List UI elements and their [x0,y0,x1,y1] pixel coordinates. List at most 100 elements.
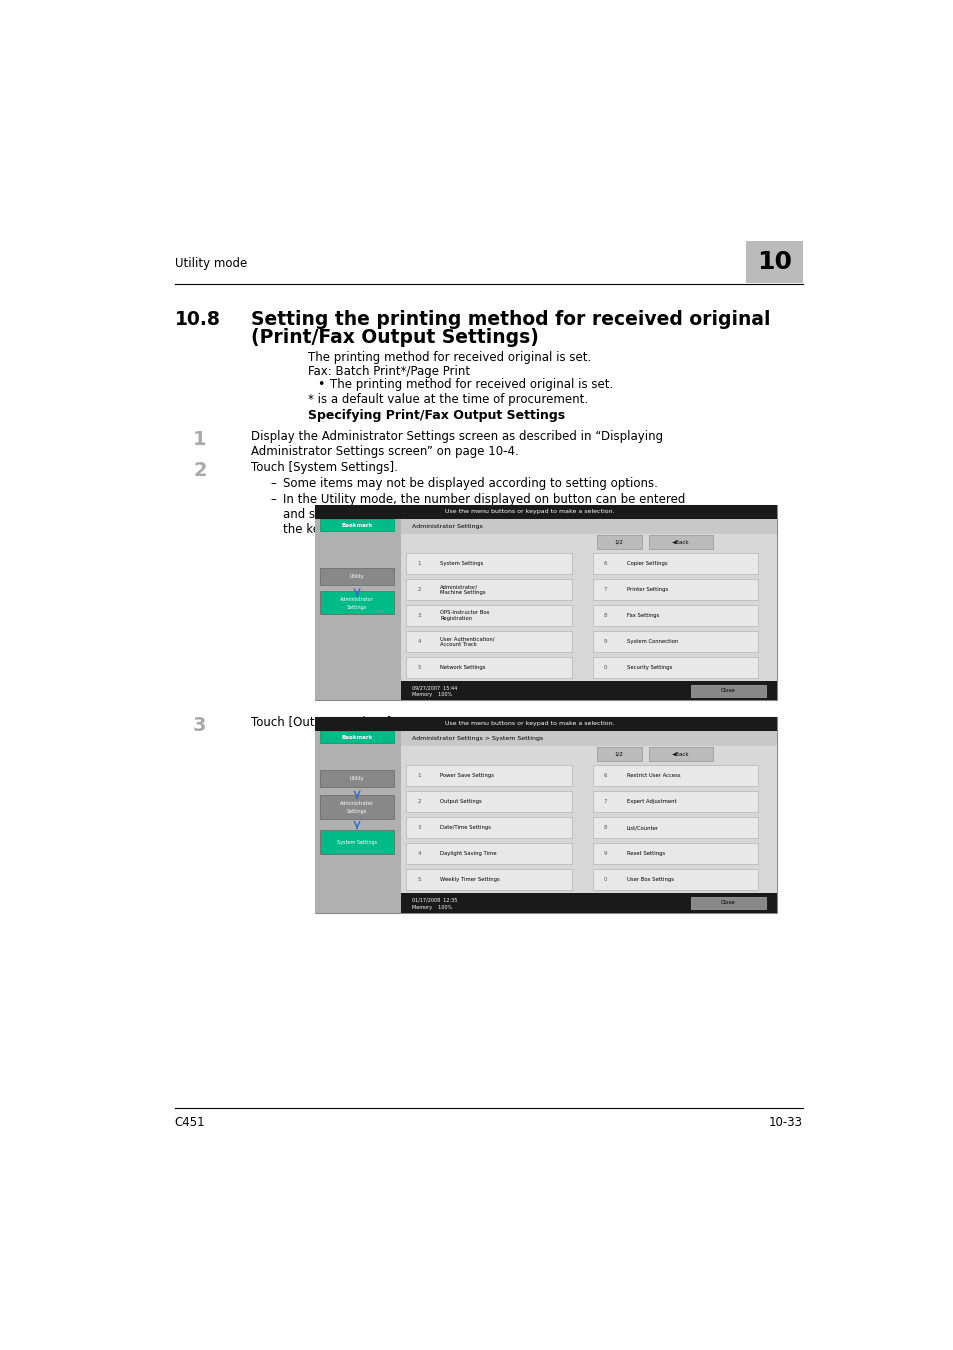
Bar [592,842,758,864]
Bar [592,630,758,652]
Text: Utility: Utility [350,574,364,579]
Bar [406,579,572,601]
Text: Weekly Timer Settings: Weekly Timer Settings [439,878,499,882]
Bar [745,242,802,282]
Text: Fax Settings: Fax Settings [626,613,659,618]
Text: OPS-Instructor Box
Registration: OPS-Instructor Box Registration [439,610,489,621]
Text: The printing method for received original is set.: The printing method for received origina… [308,351,591,364]
Text: Administrator/
Machine Settings: Administrator/ Machine Settings [439,585,485,595]
Text: 9: 9 [603,852,607,856]
Text: –: – [271,477,276,490]
Bar [592,579,758,601]
Bar [400,730,777,747]
Bar [596,748,641,761]
Text: Printer Settings: Printer Settings [626,587,667,593]
Text: 6: 6 [603,562,607,566]
Bar [314,505,777,701]
Bar [400,892,777,913]
Bar [400,680,777,701]
Bar [592,657,758,678]
Text: 1: 1 [193,431,207,450]
Text: 0: 0 [603,666,607,670]
Text: Restrict User Access: Restrict User Access [626,774,679,778]
Bar [592,817,758,838]
Text: 8: 8 [603,613,607,618]
Bar [320,591,394,614]
Text: 1/2: 1/2 [614,752,623,757]
Text: Settings: Settings [347,809,367,814]
Text: Setting the printing method for received original: Setting the printing method for received… [251,309,769,328]
Text: Administrator Settings: Administrator Settings [412,524,482,529]
Text: Bookmark: Bookmark [341,522,373,528]
Bar [592,605,758,626]
Text: ◄Back: ◄Back [672,540,689,544]
Text: Memory    100%: Memory 100% [412,693,452,698]
Text: Touch [Output Settings].: Touch [Output Settings]. [251,716,395,729]
Text: 1/2: 1/2 [614,540,623,544]
Bar [406,605,572,626]
Text: 10.8: 10.8 [174,309,220,328]
Text: Utility: Utility [350,776,364,782]
Text: Administrator: Administrator [340,801,374,806]
Bar [406,657,572,678]
Bar [320,769,394,787]
Text: 6: 6 [603,774,607,778]
Text: 7: 7 [603,587,607,593]
Text: Touch [System Settings].: Touch [System Settings]. [251,462,397,474]
Text: Security Settings: Security Settings [626,666,671,670]
Bar [406,791,572,813]
Text: Reset Settings: Reset Settings [626,852,664,856]
Text: User Authentication/
Account Track: User Authentication/ Account Track [439,636,495,647]
Text: 5: 5 [417,666,420,670]
Text: 2: 2 [417,799,420,805]
Text: 3: 3 [417,825,420,830]
Text: Administrator Settings > System Settings: Administrator Settings > System Settings [412,736,542,741]
Text: Daylight Saving Time: Daylight Saving Time [439,852,497,856]
Text: 0: 0 [603,878,607,882]
Text: Fax: Batch Print*/Page Print: Fax: Batch Print*/Page Print [308,364,470,378]
Bar [592,554,758,574]
Text: Utility mode: Utility mode [174,256,247,270]
Bar [314,730,400,913]
Text: Memory    100%: Memory 100% [412,904,452,910]
Text: Power Save Settings: Power Save Settings [439,774,494,778]
Bar [690,684,765,697]
Bar [649,536,713,549]
Text: 1: 1 [417,774,420,778]
Bar [406,842,572,864]
Text: 10-33: 10-33 [768,1116,802,1129]
Text: Use the menu buttons or keypad to make a selection.: Use the menu buttons or keypad to make a… [444,721,614,726]
Bar [320,830,394,855]
Text: In the Utility mode, the number displayed on button can be entered
and selected : In the Utility mode, the number displaye… [283,493,685,536]
Text: Use the menu buttons or keypad to make a selection.: Use the menu buttons or keypad to make a… [444,509,614,514]
Bar [400,730,777,913]
Text: 2: 2 [193,462,207,481]
Text: 01/17/2008  12:35: 01/17/2008 12:35 [412,898,456,902]
Text: Network Settings: Network Settings [439,666,485,670]
Text: –: – [271,493,276,505]
Bar [314,717,777,913]
Bar [320,795,394,818]
Bar [592,791,758,813]
Text: The printing method for received original is set.: The printing method for received origina… [330,378,613,392]
Bar [406,765,572,787]
Text: 1: 1 [417,562,420,566]
Text: 2: 2 [417,587,420,593]
Text: System Settings: System Settings [439,562,483,566]
Bar [314,505,777,518]
Text: Close: Close [720,688,735,693]
Bar [596,536,641,549]
Text: Settings: Settings [347,605,367,610]
Text: Close: Close [720,900,735,906]
Bar [592,869,758,891]
Text: 3: 3 [193,716,207,734]
Text: C451: C451 [174,1116,205,1129]
Text: 10: 10 [757,250,791,274]
Text: 09/27/2007  15:44: 09/27/2007 15:44 [412,686,456,690]
Text: Administrator: Administrator [340,597,374,602]
Text: List/Counter: List/Counter [626,825,659,830]
Text: Output Settings: Output Settings [439,799,481,805]
Bar [592,765,758,787]
Bar [406,554,572,574]
Bar [406,630,572,652]
